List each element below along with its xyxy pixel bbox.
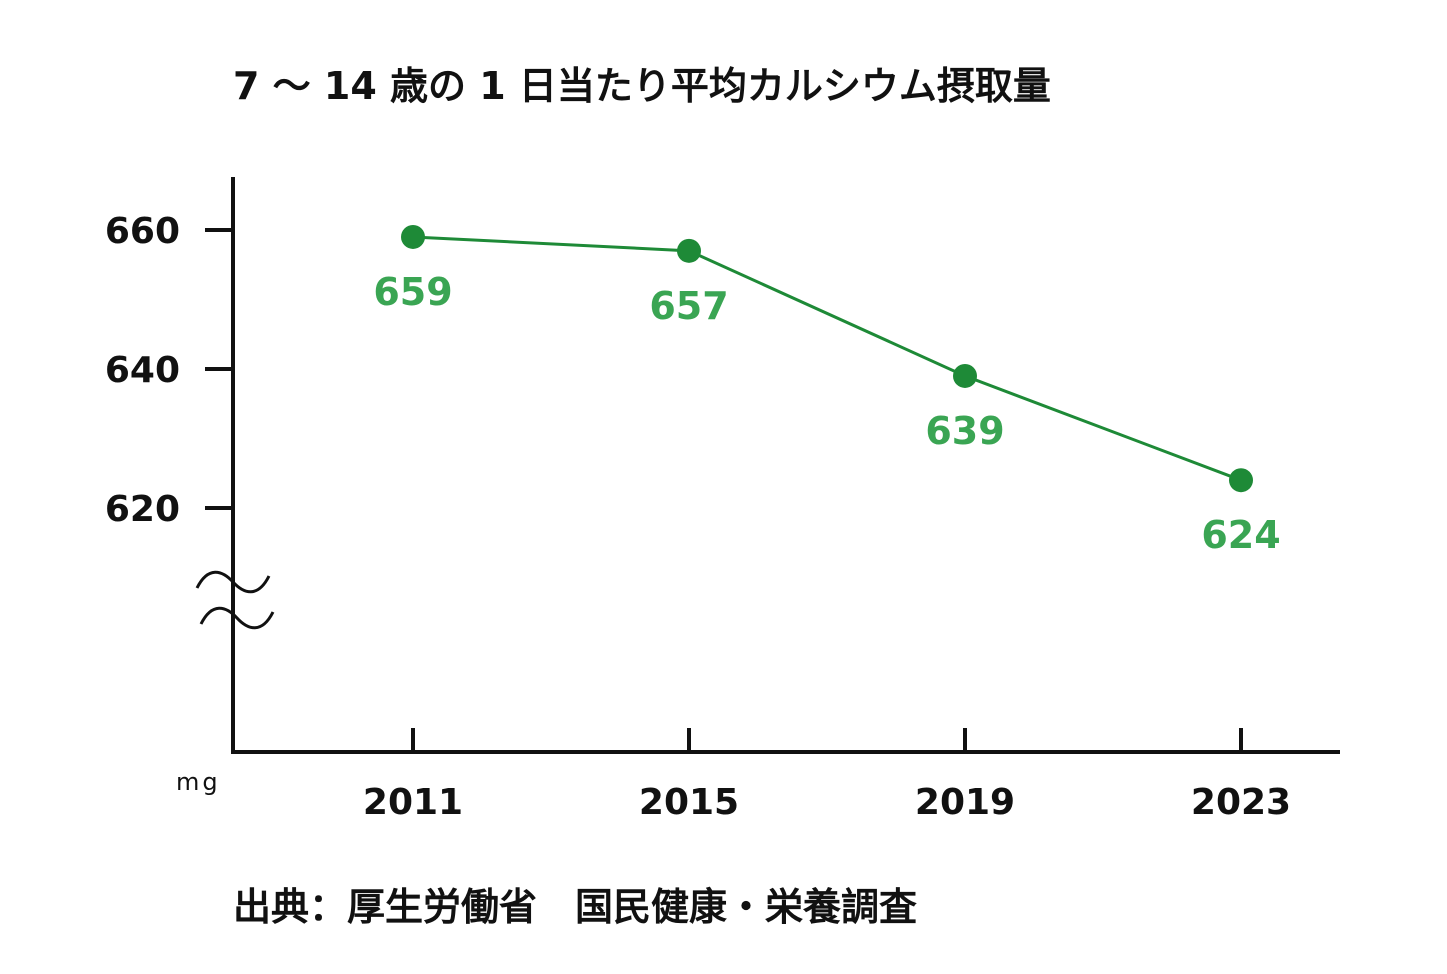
- y-unit-label: mg: [176, 768, 221, 796]
- axis-break-icon: [195, 570, 275, 630]
- x-tick-label: 2011: [363, 782, 463, 823]
- y-tick-label: 660: [105, 211, 180, 252]
- x-tick-label: 2019: [915, 782, 1015, 823]
- chart-title: 7 〜 14 歳の 1 日当たり平均カルシウム摂取量: [233, 64, 1051, 108]
- data-point: [401, 224, 425, 249]
- series-line: [412, 235, 1242, 482]
- data-point: [677, 238, 701, 263]
- x-tick-label: 2023: [1191, 782, 1291, 823]
- data-label: 639: [925, 409, 1004, 453]
- data-point: [1229, 468, 1253, 493]
- data-label: 624: [1201, 513, 1280, 557]
- x-ticks: 2011 2015 2019 2023: [363, 728, 1291, 823]
- data-series: 659 657 639 624: [373, 224, 1281, 557]
- y-tick-label: 640: [105, 350, 180, 391]
- y-tick-label: 620: [105, 489, 180, 530]
- data-label: 659: [373, 270, 452, 314]
- x-tick-label: 2015: [639, 782, 739, 823]
- y-ticks: 620 640 660: [105, 211, 233, 530]
- data-point: [953, 363, 977, 388]
- source-note: 出典：厚生労働省 国民健康・栄養調査: [233, 885, 917, 929]
- axes: [231, 177, 1340, 754]
- data-label: 657: [649, 284, 728, 328]
